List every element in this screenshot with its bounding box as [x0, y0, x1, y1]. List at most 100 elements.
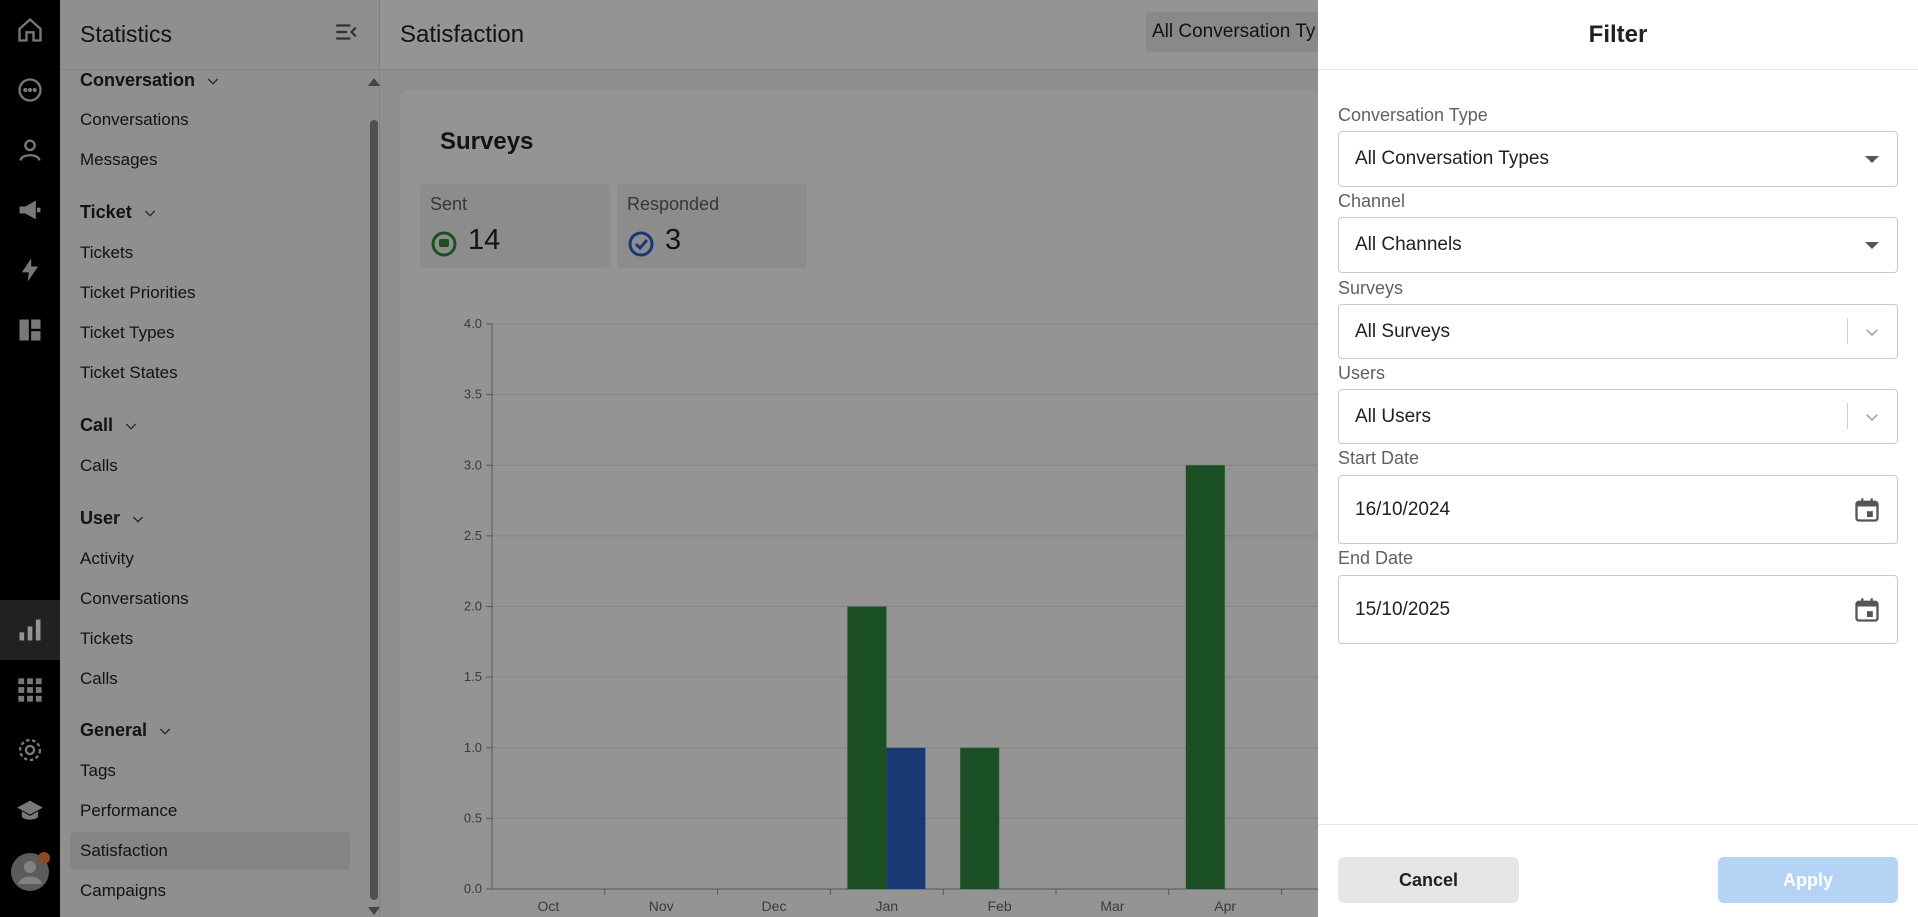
group-user[interactable]: User	[80, 508, 146, 529]
chevron-down-icon	[125, 423, 137, 430]
conversation-type-value: All Conversation Types	[1355, 148, 1549, 169]
filter-title: Filter	[1588, 20, 1648, 48]
settings-icon[interactable]	[0, 720, 60, 780]
end-date-label: End Date	[1338, 548, 1414, 568]
start-date-label: Start Date	[1338, 448, 1420, 468]
start-date-field[interactable]: 16/10/2024	[1338, 475, 1898, 544]
sidebar-item-campaigns[interactable]: Campaigns	[80, 881, 166, 900]
chevron-down-icon[interactable]	[1847, 305, 1897, 358]
chevron-down-icon	[132, 516, 144, 523]
cancel-button[interactable]: Cancel	[1338, 857, 1519, 903]
surveys-value: All Surveys	[1355, 320, 1451, 342]
stat-sent-value: 14	[468, 224, 501, 256]
sidebar-item-user-tickets[interactable]: Tickets	[80, 629, 134, 648]
megaphone-icon[interactable]	[0, 180, 60, 240]
y-tick-label: 1.5	[464, 669, 482, 684]
app-rail	[0, 0, 60, 917]
x-tick-label: Feb	[988, 898, 1012, 914]
surveys-select[interactable]: All Surveys	[1338, 304, 1898, 359]
sidebar-item-performance[interactable]: Performance	[80, 801, 178, 820]
collapse-sidebar-icon[interactable]	[333, 19, 359, 50]
home-icon[interactable]	[0, 0, 60, 60]
page-title: Satisfaction	[400, 20, 525, 48]
users-label: Users	[1338, 363, 1386, 383]
sidebar-scrollbar[interactable]	[365, 70, 380, 917]
stat-responded-value: 3	[665, 224, 682, 256]
sidebar-item-ticket-types[interactable]: Ticket Types	[80, 323, 175, 342]
filter-footer: Cancel Apply	[1318, 824, 1918, 917]
chevron-down-icon	[159, 728, 171, 735]
y-tick-label: 3.0	[464, 457, 482, 472]
x-tick-label: Apr	[1214, 898, 1236, 914]
y-tick-label: 1.0	[464, 740, 482, 755]
academy-icon[interactable]	[0, 780, 60, 840]
user-icon[interactable]	[0, 120, 60, 180]
channel-label: Channel	[1338, 191, 1406, 211]
chevron-down-icon[interactable]	[1847, 390, 1897, 443]
modal-backdrop[interactable]	[0, 0, 1318, 917]
y-tick-label: 3.5	[464, 387, 482, 402]
conversation-type-label: Conversation Type	[1338, 105, 1488, 125]
stat-responded: Responded 3	[617, 184, 807, 268]
y-tick-label: 2.0	[464, 599, 482, 614]
filter-panel: Filter Conversation Type All Conversatio…	[1318, 0, 1918, 917]
end-date-value: 15/10/2025	[1355, 598, 1451, 620]
users-value: All Users	[1355, 405, 1432, 427]
y-tick-label: 0.0	[464, 881, 482, 896]
stat-responded-label: Responded	[627, 194, 720, 214]
dropdown-caret-icon	[1865, 242, 1879, 249]
avatar-icon[interactable]	[0, 842, 60, 902]
chart-bar	[847, 606, 887, 889]
dashboard-icon[interactable]	[0, 300, 60, 360]
calendar-icon[interactable]	[1853, 496, 1881, 524]
sidebar-item-ticket-states[interactable]: Ticket States	[80, 363, 178, 382]
group-general[interactable]: General	[80, 720, 173, 741]
channel-value: All Channels	[1355, 234, 1462, 255]
surveys-label: Surveys	[1338, 278, 1404, 298]
x-tick-label: Dec	[762, 898, 787, 914]
sidebar-item-satisfaction[interactable]: Satisfaction	[70, 832, 350, 870]
calendar-icon[interactable]	[1853, 596, 1881, 624]
x-tick-label: Mar	[1100, 898, 1124, 914]
filter-header: Filter	[1318, 0, 1918, 70]
sidebar-item-activity[interactable]: Activity	[80, 549, 134, 568]
chat-icon[interactable]	[0, 60, 60, 120]
y-tick-label: 2.5	[464, 528, 482, 543]
group-call[interactable]: Call	[80, 415, 139, 436]
sidebar-title: Statistics	[80, 21, 173, 47]
group-conversation[interactable]: Conversation	[80, 70, 221, 91]
sidebar-item-user-calls[interactable]: Calls	[80, 669, 118, 688]
x-tick-label: Oct	[538, 898, 560, 914]
sidebar-header: Statistics	[60, 0, 379, 70]
sent-chat-icon	[431, 231, 457, 257]
scroll-down-arrow-icon[interactable]	[368, 907, 380, 915]
channel-dropdown[interactable]: All Channels	[1338, 217, 1898, 273]
end-date-field[interactable]: 15/10/2025	[1338, 575, 1898, 644]
sidebar-item-tags[interactable]: Tags	[80, 761, 116, 780]
statistics-icon[interactable]	[0, 600, 60, 660]
chart-bar	[1185, 465, 1225, 889]
scroll-thumb[interactable]	[370, 120, 378, 900]
sidebar-item-calls[interactable]: Calls	[80, 456, 118, 475]
chevron-down-icon	[207, 78, 219, 85]
conversation-type-dropdown[interactable]: All Conversation Types	[1338, 131, 1898, 187]
chevron-down-icon	[144, 210, 155, 217]
lightning-icon[interactable]	[0, 240, 60, 300]
dropdown-caret-icon	[1865, 156, 1879, 163]
group-ticket[interactable]: Ticket	[80, 202, 158, 223]
stat-sent: Sent 14	[420, 184, 610, 268]
apps-grid-icon[interactable]	[0, 660, 60, 720]
sidebar-item-ticket-priorities[interactable]: Ticket Priorities	[80, 283, 196, 302]
chart-bar	[886, 747, 926, 889]
x-tick-label: Jan	[876, 898, 899, 914]
sidebar-item-messages[interactable]: Messages	[80, 150, 158, 169]
sidebar-item-user-conversations[interactable]: Conversations	[80, 589, 189, 608]
scroll-up-arrow-icon[interactable]	[368, 78, 380, 86]
sidebar-item-conversations[interactable]: Conversations	[80, 110, 189, 129]
start-date-value: 16/10/2024	[1355, 498, 1451, 520]
apply-button[interactable]: Apply	[1718, 857, 1898, 903]
responded-check-icon	[628, 231, 654, 257]
sidebar-item-tickets[interactable]: Tickets	[80, 243, 134, 262]
stat-sent-label: Sent	[430, 194, 468, 214]
users-select[interactable]: All Users	[1338, 389, 1898, 444]
